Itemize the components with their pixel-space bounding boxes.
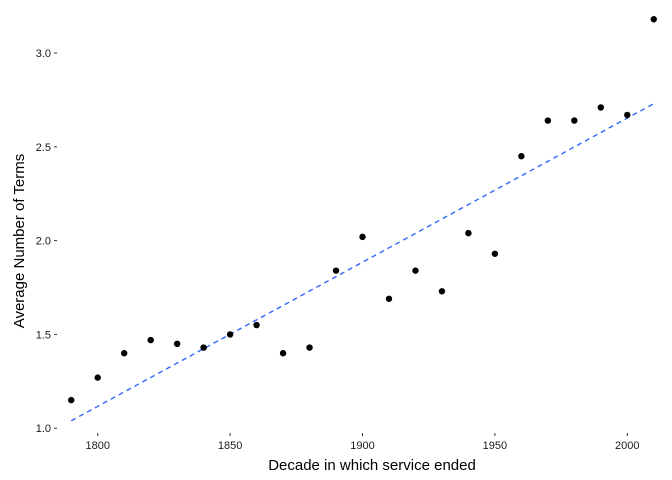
data-point bbox=[385, 295, 393, 302]
y-axis-title: Average Number of Terms bbox=[11, 154, 28, 329]
data-points-layer bbox=[68, 16, 657, 404]
trend-line-layer bbox=[70, 103, 655, 422]
data-point bbox=[624, 111, 631, 119]
y-axis: 1.0 1.5 2.0 2.5 3.0 bbox=[36, 48, 57, 435]
data-point bbox=[279, 350, 287, 357]
y-tick-label: 1.5 bbox=[36, 329, 51, 341]
y-tick-label: 3.0 bbox=[36, 48, 51, 60]
data-point bbox=[571, 117, 578, 124]
y-tick-label: 1.0 bbox=[36, 423, 51, 435]
x-axis: 1800 1850 1900 1950 2000 bbox=[85, 433, 640, 452]
x-tick-label: 1800 bbox=[85, 440, 109, 452]
x-tick-label: 1900 bbox=[350, 440, 374, 452]
trend-line bbox=[70, 103, 655, 422]
data-point bbox=[650, 16, 657, 23]
data-point bbox=[120, 350, 128, 357]
data-point bbox=[518, 153, 525, 160]
data-point bbox=[68, 396, 75, 404]
data-point bbox=[94, 374, 101, 381]
data-point bbox=[306, 344, 313, 351]
y-tick-label: 2.0 bbox=[36, 236, 51, 248]
data-point bbox=[253, 321, 260, 329]
x-tick-label: 2000 bbox=[615, 440, 639, 452]
data-point bbox=[147, 336, 154, 344]
x-tick-label: 1850 bbox=[218, 440, 242, 452]
data-point bbox=[173, 340, 181, 348]
data-point bbox=[359, 233, 366, 241]
data-point bbox=[491, 250, 499, 257]
data-point bbox=[465, 229, 472, 237]
x-tick-label: 1950 bbox=[483, 440, 507, 452]
data-point bbox=[226, 331, 234, 338]
data-point bbox=[597, 104, 605, 111]
data-point bbox=[412, 267, 419, 274]
data-point bbox=[438, 288, 446, 295]
y-tick-label: 2.5 bbox=[36, 142, 51, 154]
data-point bbox=[200, 344, 207, 351]
x-axis-title: Decade in which service ended bbox=[268, 457, 476, 474]
data-point bbox=[332, 267, 340, 274]
data-point bbox=[544, 117, 552, 124]
